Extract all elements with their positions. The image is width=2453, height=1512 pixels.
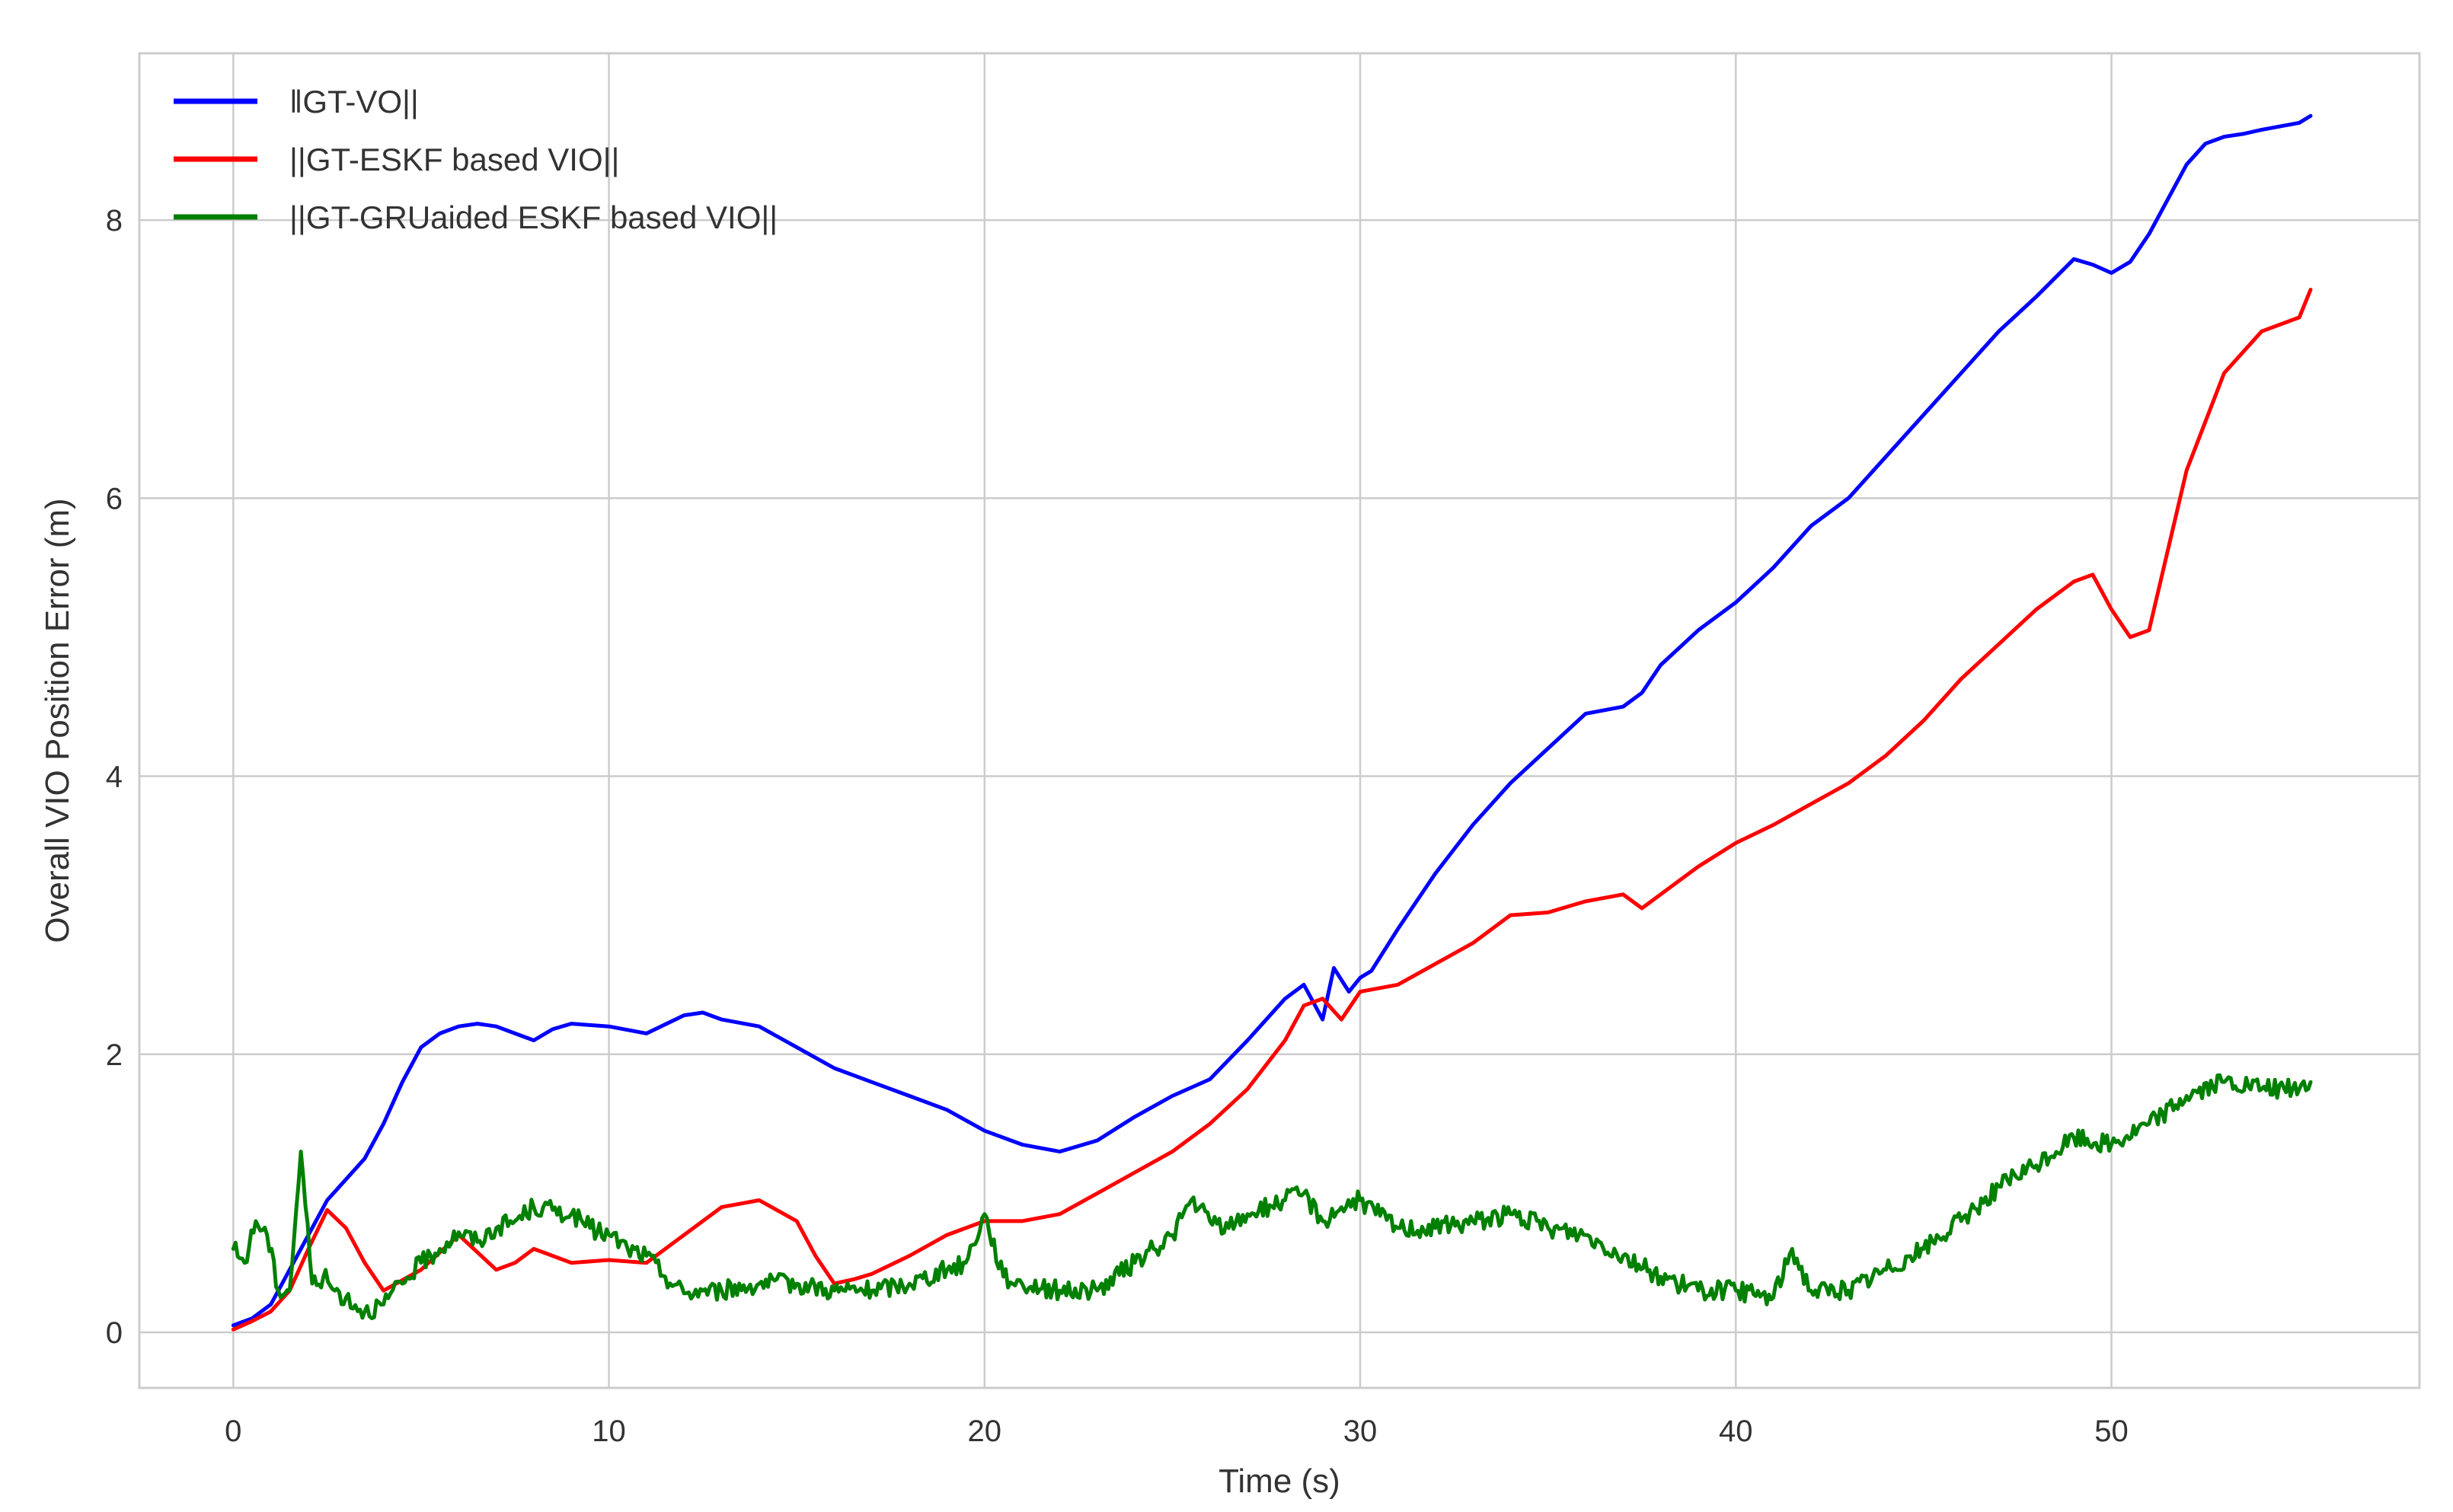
- legend-entry-label: ||GT-ESKF based VIO||: [289, 142, 619, 177]
- x-axis-label: Time (s): [1219, 1463, 1340, 1500]
- x-tick-label: 50: [2094, 1415, 2129, 1448]
- y-tick-label: 2: [106, 1038, 123, 1072]
- x-tick-label: 40: [1719, 1415, 1753, 1448]
- y-tick-label: 4: [106, 761, 123, 794]
- x-tick-label: 10: [592, 1415, 626, 1448]
- y-tick-label: 6: [106, 482, 123, 515]
- grid-lines: [139, 53, 2419, 1388]
- tick-labels: 0 10 20 30 40 50 0 2 4 6 8: [106, 204, 2129, 1448]
- series-line-3: [231, 1073, 2313, 1320]
- series-lines: [231, 113, 2313, 1332]
- y-tick-label: 8: [106, 204, 123, 238]
- legend: ‖GT-VO|| ||GT-ESKF based VIO|| ||GT-GRUaid…: [174, 84, 778, 235]
- legend-entry-label: ||GT-GRUaided ESKF based VIO||: [289, 199, 778, 235]
- x-tick-label: 30: [1343, 1415, 1378, 1448]
- plot-frame: [138, 52, 2421, 1389]
- series-line-1: [231, 113, 2313, 1328]
- y-axis-label: Overall VIO Position Error (m): [39, 498, 76, 943]
- series-line-2: [231, 287, 2313, 1332]
- legend-entry-label: ‖GT-VO||: [289, 84, 419, 120]
- x-tick-label: 0: [225, 1415, 241, 1448]
- y-tick-label: 0: [106, 1316, 123, 1350]
- x-tick-label: 20: [968, 1415, 1002, 1448]
